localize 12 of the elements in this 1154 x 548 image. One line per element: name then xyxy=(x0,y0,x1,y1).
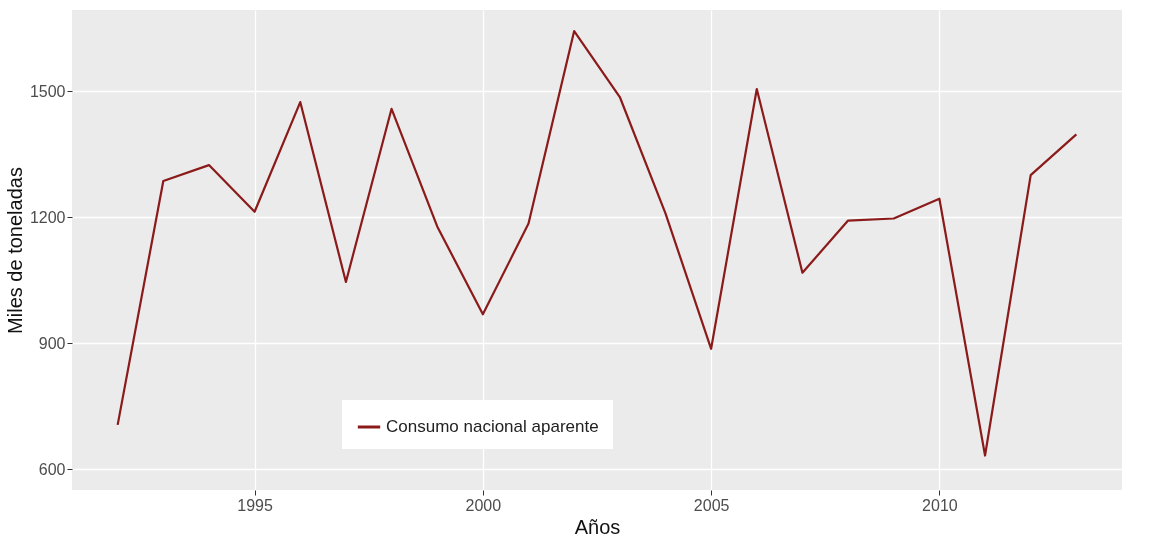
line-series xyxy=(116,29,1078,457)
y-tick-label: 600 xyxy=(38,460,66,478)
x-tick-label: 1995 xyxy=(237,496,274,514)
y-axis-title: Miles de toneladas xyxy=(3,167,26,334)
y-tick-label: 900 xyxy=(38,334,66,352)
x-axis-title: Años xyxy=(574,515,621,538)
legend-label: Consumo nacional aparente xyxy=(386,417,599,436)
x-tick-label: 2010 xyxy=(922,496,958,514)
y-tick-label: 1500 xyxy=(29,82,66,100)
x-tick-label: 2005 xyxy=(693,496,730,514)
y-tick-label: 1200 xyxy=(29,208,66,226)
x-tick-label: 2000 xyxy=(465,496,502,514)
